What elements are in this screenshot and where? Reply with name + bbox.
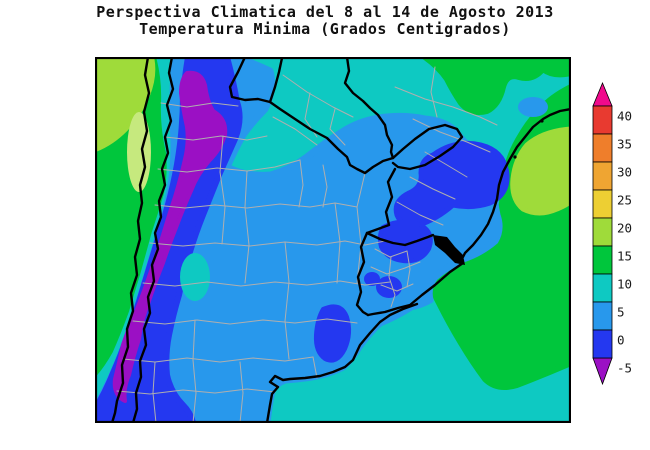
uruguay-royal-blob-3 — [364, 272, 380, 286]
paraguay-west-border — [268, 59, 284, 104]
uruguay-royal-blob-2 — [376, 276, 402, 298]
coastal-yellowgreen-zone — [510, 126, 569, 216]
south-brazil-royal-blob — [393, 140, 510, 229]
uruguay-river-border — [355, 167, 397, 317]
temperature-map — [95, 57, 571, 423]
map-area — [95, 57, 571, 423]
legend-label: 40 — [617, 109, 632, 124]
country-borders — [111, 59, 569, 421]
legend-label: 20 — [617, 221, 632, 236]
legend-label: 15 — [617, 249, 632, 264]
title-line-1: Perspectiva Climatica del 8 al 14 de Ago… — [96, 3, 554, 21]
legend-label: 25 — [617, 193, 632, 208]
legend-segment — [592, 217, 613, 247]
legend-label: 10 — [617, 277, 632, 292]
color-scale-legend: 40 35 30 25 20 15 10 5 0 -5 — [588, 80, 646, 398]
legend-segment — [592, 105, 613, 135]
north-green-zone — [422, 59, 569, 115]
legend-label: 5 — [617, 305, 625, 320]
legend-above-max-arrow — [592, 81, 613, 107]
buenosaires-royal-blob — [313, 304, 352, 363]
admin-boundaries — [116, 66, 498, 421]
misiones-border — [391, 123, 464, 171]
paraguay-east-border — [343, 59, 395, 160]
legend-colorbar: 40 35 30 25 20 15 10 5 0 -5 — [592, 81, 632, 386]
uruguay-coastline — [366, 261, 465, 317]
chile-argentina-border — [132, 59, 175, 421]
legend-label: 35 — [617, 137, 632, 152]
legend-label: 0 — [617, 333, 625, 348]
chile-coastline — [111, 59, 151, 421]
legend-label: 30 — [617, 165, 632, 180]
andes-purple-core — [112, 70, 228, 403]
bolivia-paraguay-border — [228, 59, 395, 175]
buenosaires-coastline — [266, 302, 419, 421]
patos-lagoon — [433, 235, 465, 265]
legend-below-min-arrow — [592, 357, 613, 386]
legend-segment — [592, 133, 613, 163]
legend-segment — [592, 161, 613, 191]
brazil-coastline — [461, 108, 569, 259]
neuquen-teal-patch — [180, 253, 210, 301]
legend-segment — [592, 329, 613, 359]
coast-island-dot-2 — [513, 155, 517, 159]
legend-segment — [592, 301, 613, 331]
map-border-frame — [95, 57, 571, 423]
legend-segment — [592, 189, 613, 219]
legend-segment — [592, 245, 613, 275]
legend-segment — [592, 273, 613, 303]
title-line-2: Temperatura Minima (Grados Centigrados) — [139, 20, 511, 38]
legend-label: -5 — [617, 361, 632, 376]
title-block: Perspectiva Climatica del 8 al 14 de Ago… — [0, 4, 650, 38]
coast-island-dot — [540, 119, 544, 123]
northeast-azure-blob — [518, 97, 548, 117]
pale-green-patch — [127, 112, 151, 192]
uruguay-north-border — [365, 231, 435, 247]
uruguay-north-royal-blob — [377, 219, 433, 264]
